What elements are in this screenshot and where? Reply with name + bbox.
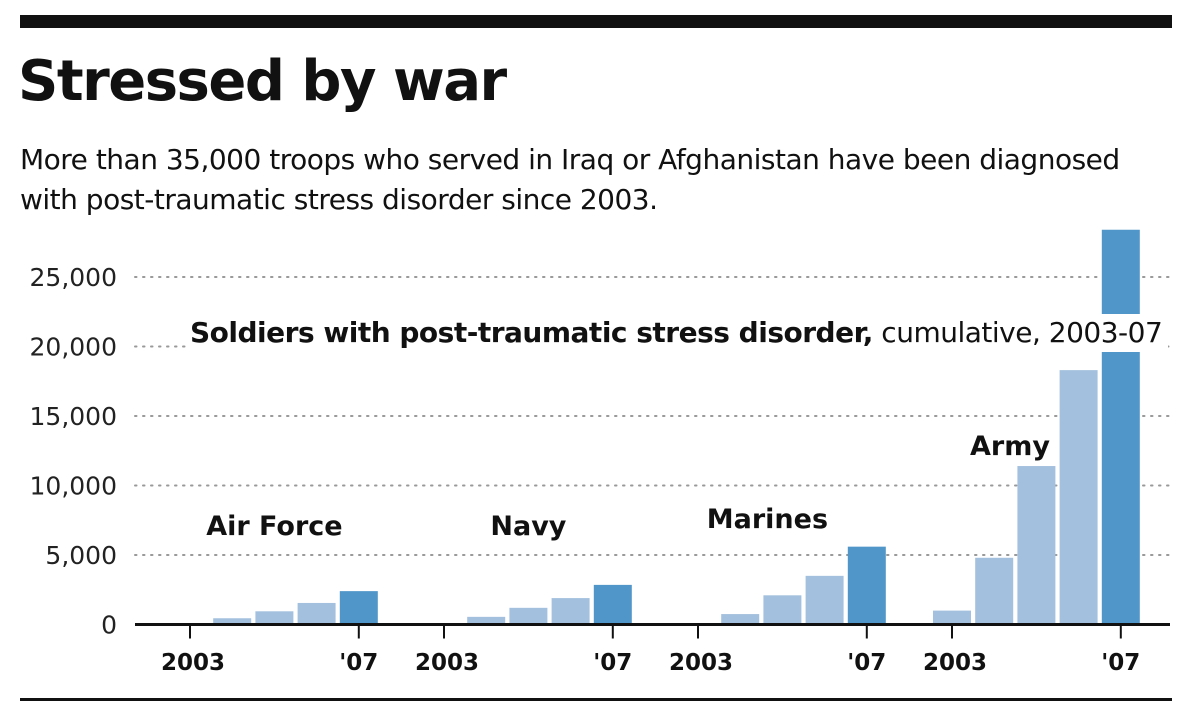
x-tick-label: '07 [593,650,632,676]
bar-marines-2005 [763,595,802,625]
x-tick-label: 2003 [415,650,479,676]
x-tick-label: 2003 [161,650,225,676]
bar-navy-2007 [593,584,632,625]
bar-army-2005 [1017,466,1056,625]
bar-navy-2006 [551,598,590,625]
group-label: Marines [707,504,828,535]
bar-army-2007 [1101,229,1140,625]
bar-air-force-2007 [339,591,378,625]
y-tick-label: 10,000 [30,472,117,501]
x-tick-label: '07 [1101,650,1140,676]
bar-marines-2006 [805,575,844,625]
page-title: Stressed by war [18,49,507,114]
y-tick-label: 5,000 [45,541,117,570]
group-label: Navy [490,511,566,542]
bar-air-force-2005 [255,611,294,625]
chart-title-rest: cumulative, 2003-07 [872,316,1163,349]
bar-army-2004 [975,557,1014,625]
bar-marines-2004 [721,614,760,625]
y-tick-label: 25,000 [30,263,117,292]
subtitle: More than 35,000 troops who served in Ir… [20,143,1120,216]
chart-title-bold: Soldiers with post-traumatic stress diso… [190,316,873,349]
bar-marines-2007 [847,546,886,625]
bar-army-2006 [1059,370,1098,625]
x-tick-label: 2003 [669,650,733,676]
bar-navy-2005 [509,607,548,625]
bottom-rule [20,698,1172,701]
bar-air-force-2006 [297,602,336,625]
bar-army-2003 [933,610,971,625]
chart-title: Soldiers with post-traumatic stress diso… [190,314,1169,352]
y-tick-label: 15,000 [30,402,117,431]
x-tick-label: '07 [339,650,378,676]
y-tick-label: 20,000 [30,333,117,362]
y-tick-label: 0 [101,611,117,640]
bar-navy-2004 [467,616,506,625]
x-tick-label: 2003 [923,650,987,676]
top-rule [20,15,1172,28]
bar-air-force-2004 [213,618,252,625]
x-tick-label: '07 [847,650,886,676]
group-label: Army [970,431,1050,462]
group-label: Air Force [206,511,342,542]
